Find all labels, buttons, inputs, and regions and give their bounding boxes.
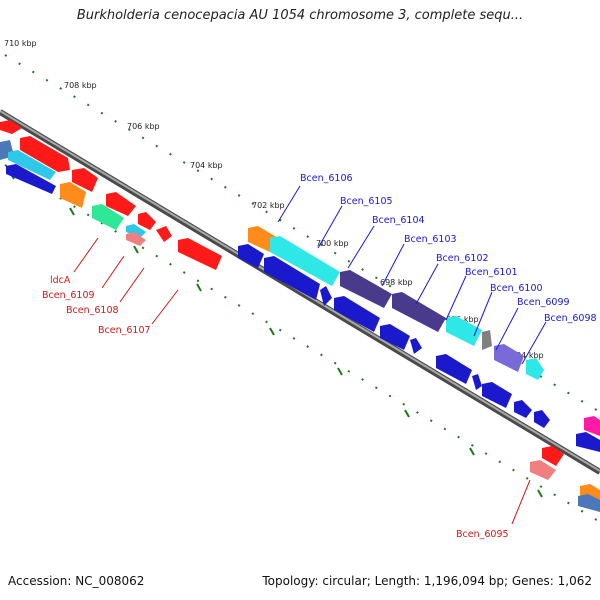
tick-mark (196, 283, 202, 292)
gene-feature (156, 226, 172, 242)
summary-text: Topology: circular; Length: 1,196,094 bp… (262, 574, 592, 588)
accession-text: Accession: NC_008062 (8, 574, 145, 588)
gene-feature (380, 324, 410, 350)
gene-feature (334, 296, 380, 332)
gene-feature (446, 316, 482, 346)
gene-label: Bcen_6106 (300, 173, 353, 184)
tick-mark (269, 327, 275, 336)
gene-feature (494, 344, 524, 372)
gene-feature (0, 120, 22, 134)
gene-feature (8, 150, 56, 180)
gene-label: Bcen_6099 (517, 297, 570, 308)
gene-feature (530, 460, 556, 480)
gene-feature (542, 446, 564, 466)
tick-label: 710 kbp (4, 39, 37, 48)
gene-feature (526, 358, 544, 380)
gene-features[interactable] (0, 120, 600, 512)
gene-feature (410, 338, 422, 354)
gene-label: Bcen_6107 (98, 325, 151, 336)
map-title: Burkholderia cenocepacia AU 1054 chromos… (76, 8, 524, 23)
tick-label: 706 kbp (127, 122, 160, 131)
gene-feature (20, 136, 70, 172)
tick-label: 708 kbp (64, 81, 97, 90)
reverse-gene-labels: ldcA Bcen_6109 Bcen_6108 Bcen_6107 Bcen_… (42, 275, 509, 540)
gene-feature (392, 292, 446, 332)
gene-feature (270, 236, 340, 286)
gene-feature (264, 256, 320, 300)
gene-feature (576, 432, 600, 452)
gene-feature (6, 164, 56, 194)
tick-label: 704 kbp (190, 161, 223, 170)
gene-label: ldcA (50, 275, 71, 286)
tick-label: 698 kbp (380, 278, 413, 287)
gene-feature (578, 494, 600, 512)
gene-label: Bcen_6108 (66, 305, 119, 316)
gene-feature (92, 204, 124, 230)
gene-feature (472, 374, 482, 390)
gene-feature (584, 416, 600, 436)
gene-label: Bcen_6100 (490, 283, 543, 294)
tick-mark (537, 489, 543, 498)
gene-feature (126, 232, 146, 246)
gene-feature (482, 382, 512, 408)
gene-label: Bcen_6095 (456, 529, 509, 540)
gene-label: Bcen_6102 (436, 253, 489, 264)
gene-feature (126, 224, 146, 238)
gene-feature (482, 330, 492, 350)
tick-label: 702 kbp (252, 201, 285, 210)
gene-feature (178, 238, 222, 270)
gene-label: Bcen_6105 (340, 196, 393, 207)
gene-feature (60, 182, 86, 208)
label-leaders-reverse (73, 237, 531, 525)
gene-feature (106, 192, 136, 216)
gene-feature (320, 286, 332, 306)
tick-mark (69, 207, 75, 216)
gene-feature (238, 244, 264, 268)
tick-mark (404, 409, 410, 418)
gene-label: Bcen_6104 (372, 215, 425, 226)
forward-gene-labels: Bcen_6106 Bcen_6105 Bcen_6104 Bcen_6103 … (300, 173, 597, 324)
gene-feature (72, 168, 98, 192)
tick-mark (337, 367, 343, 376)
gene-label: Bcen_6103 (404, 234, 457, 245)
gene-label: Bcen_6109 (42, 290, 95, 301)
gene-label: Bcen_6101 (465, 267, 518, 278)
label-leaders-forward (277, 185, 547, 365)
gene-feature (340, 270, 392, 308)
gene-label: Bcen_6098 (544, 313, 597, 324)
gene-feature (436, 354, 472, 384)
gene-feature (514, 400, 532, 418)
tick-label: 700 kbp (316, 239, 349, 248)
tick-mark (469, 447, 475, 456)
gene-feature (534, 410, 550, 428)
gene-feature (138, 212, 156, 230)
tick-mark (133, 245, 139, 254)
scale-ticks (9, 171, 543, 498)
